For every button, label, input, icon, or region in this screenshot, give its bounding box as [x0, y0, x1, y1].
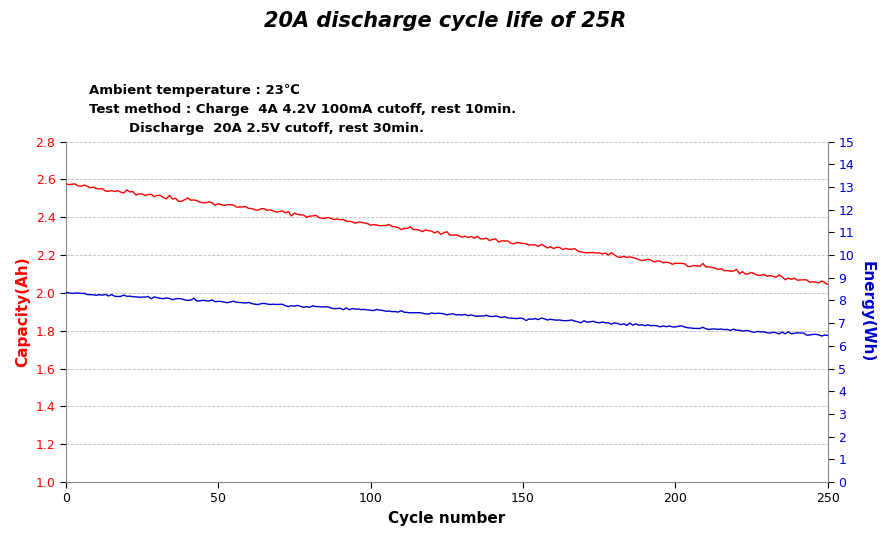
Text: 20A discharge cycle life of 25R: 20A discharge cycle life of 25R	[263, 11, 627, 31]
Text: Test method : Charge  4A 4.2V 100mA cutoff, rest 10min.: Test method : Charge 4A 4.2V 100mA cutof…	[89, 103, 516, 116]
Y-axis label: Energy(Wh): Energy(Wh)	[860, 261, 875, 362]
X-axis label: Cycle number: Cycle number	[388, 511, 506, 526]
Text: Discharge  20A 2.5V cutoff, rest 30min.: Discharge 20A 2.5V cutoff, rest 30min.	[129, 122, 425, 135]
Text: Ambient temperature : 23℃: Ambient temperature : 23℃	[89, 84, 300, 97]
Y-axis label: Capacity(Ah): Capacity(Ah)	[15, 256, 30, 367]
